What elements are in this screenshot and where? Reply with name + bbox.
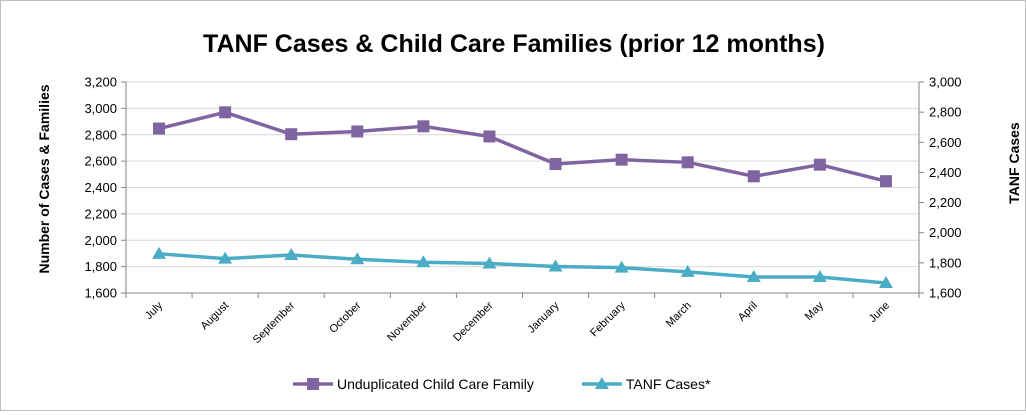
- left-tick-label: 3,000: [84, 101, 117, 116]
- data-point-triangle: [152, 246, 167, 259]
- y-axis-title: Number of Cases & Families: [36, 84, 52, 273]
- data-point-square: [615, 153, 628, 166]
- category-labels: July August September October November Decemb…: [143, 299, 892, 346]
- x-category-label: September: [251, 299, 298, 346]
- x-category-label: January: [526, 299, 563, 336]
- x-category-label: February: [588, 299, 628, 339]
- x-category-label: May: [803, 299, 827, 323]
- left-tick-label: 2,400: [84, 180, 117, 195]
- right-tick-label: 1,800: [929, 255, 962, 270]
- right-tick-label: 2,000: [929, 225, 962, 240]
- left-tick-label: 2,600: [84, 154, 117, 169]
- series-line: [158, 110, 887, 183]
- right-axis-ticks: 1,600 1,800 2,000 2,200 2,400 2,600 2,800 3,000: [919, 75, 962, 301]
- data-point-square: [549, 158, 562, 171]
- data-point-square: [417, 120, 430, 133]
- right-tick-label: 2,600: [929, 135, 962, 150]
- data-point-square: [681, 156, 694, 169]
- data-point-triangle: [416, 255, 431, 268]
- data-point-triangle: [350, 252, 365, 265]
- x-category-label: December: [451, 299, 496, 344]
- left-tick-label: 2,800: [84, 127, 117, 142]
- data-point-square: [307, 378, 319, 390]
- series-child-care: [153, 106, 892, 188]
- data-point-triangle: [548, 259, 563, 272]
- data-point-triangle: [482, 256, 497, 269]
- data-point-triangle: [878, 276, 893, 289]
- x-category-label: October: [327, 299, 363, 335]
- legend-label: TANF Cases*: [626, 376, 711, 392]
- legend-item: Unduplicated Child Care Family: [293, 376, 534, 392]
- data-point-triangle: [812, 270, 827, 283]
- x-category-label: November: [385, 299, 430, 344]
- legend: Unduplicated Child Care Family TANF Cases…: [293, 376, 711, 392]
- series-layer: [152, 106, 893, 289]
- data-point-triangle: [746, 270, 761, 283]
- right-tick-label: 3,000: [929, 75, 962, 90]
- left-axis-ticks: 1,600 1,800 2,000 2,200 2,400 2,600 2,800 3,000…: [84, 75, 126, 301]
- gridlines: [126, 81, 919, 268]
- data-point-triangle: [218, 251, 233, 264]
- left-tick-label: 3,200: [84, 75, 117, 90]
- right-tick-label: 2,400: [929, 165, 962, 180]
- left-tick-label: 2,000: [84, 233, 117, 248]
- series-tanf: [152, 246, 893, 289]
- chart-title: TANF Cases & Child Care Families (prior …: [203, 30, 825, 58]
- data-point-square: [483, 130, 496, 143]
- right-tick-label: 1,600: [929, 286, 962, 301]
- data-point-triangle: [284, 248, 299, 261]
- data-point-triangle: [614, 260, 629, 273]
- data-point-triangle: [680, 264, 695, 277]
- left-tick-label: 2,200: [84, 206, 117, 221]
- x-category-label: March: [664, 300, 694, 330]
- y2-axis-title: TANF Cases: [1006, 122, 1022, 204]
- data-point-square: [153, 122, 166, 135]
- x-category-label: July: [143, 299, 166, 322]
- data-point-square: [879, 175, 892, 188]
- series-line: [158, 252, 887, 285]
- data-point-triangle: [594, 377, 609, 389]
- legend-item: TANF Cases*: [581, 376, 711, 392]
- x-category-label: June: [867, 300, 892, 325]
- data-point-square: [813, 158, 826, 171]
- x-category-label: April: [736, 300, 760, 324]
- x-category-label: August: [199, 300, 232, 333]
- legend-label: Unduplicated Child Care Family: [337, 376, 534, 392]
- right-tick-label: 2,200: [929, 195, 962, 210]
- data-point-square: [285, 128, 298, 141]
- right-tick-label: 2,800: [929, 105, 962, 120]
- data-point-square: [219, 106, 232, 119]
- data-point-square: [351, 125, 364, 138]
- left-tick-label: 1,800: [84, 259, 117, 274]
- data-point-square: [747, 170, 760, 183]
- left-tick-label: 1,600: [84, 286, 117, 301]
